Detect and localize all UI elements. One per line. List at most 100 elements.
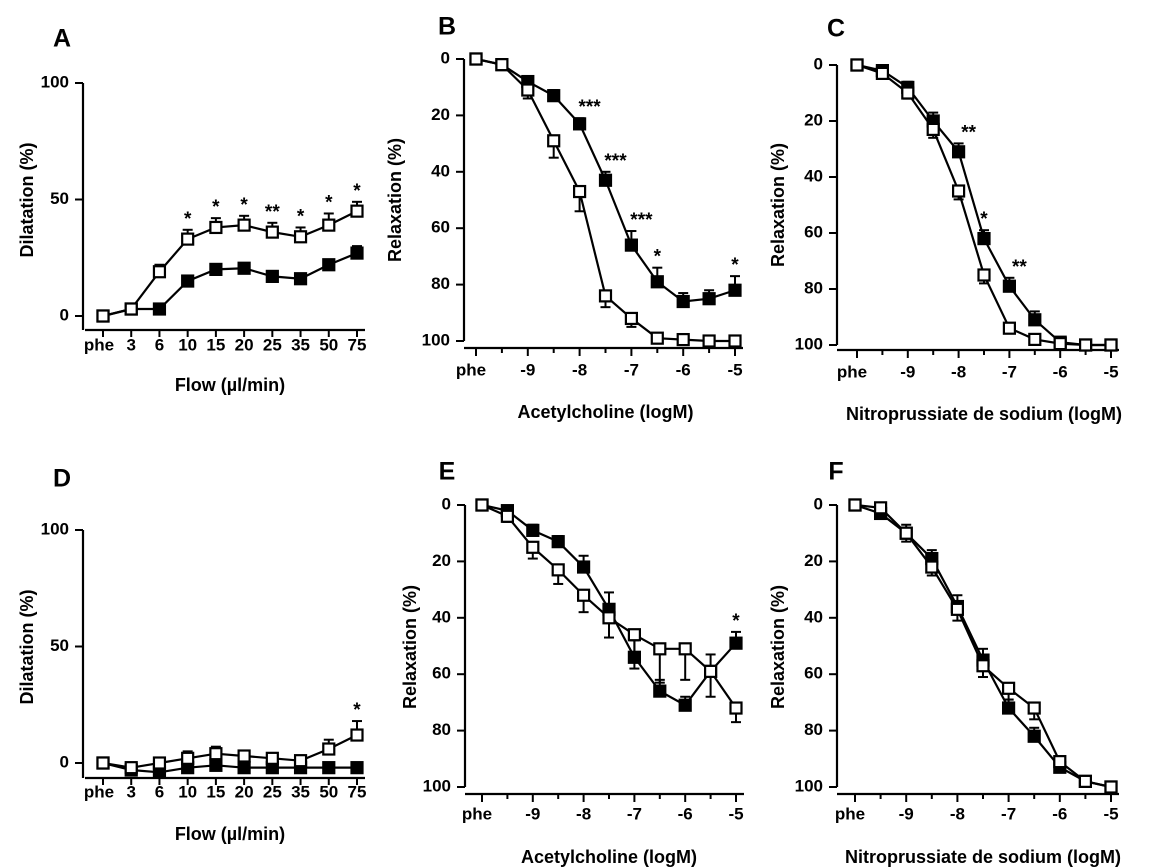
y-tick-label: 40 (804, 166, 823, 185)
y-tick-label: 20 (804, 110, 823, 129)
significance-marker: *** (630, 210, 653, 231)
panel-letter-f: F (828, 458, 843, 486)
open-square-marker (873, 501, 888, 515)
open-square-marker (124, 761, 138, 775)
x-tick-label: 25 (263, 335, 282, 354)
open-square-marker (728, 334, 742, 348)
significance-marker: ** (265, 202, 280, 223)
y-axis-title: Relaxation (%) (768, 585, 788, 709)
filled-square-marker (265, 269, 279, 283)
filled-square-marker (1028, 313, 1042, 327)
x-tick-label: 35 (291, 335, 310, 354)
open-square-marker (322, 742, 336, 756)
x-tick-label: 25 (263, 782, 282, 801)
x-tick-label: -6 (678, 804, 693, 823)
y-tick-label: 100 (795, 776, 823, 795)
y-tick-label: 40 (432, 607, 451, 626)
panel-b: B 0 20 40 60 80 100 phe -9 -8 -7 -6 -5 Acetylcholine … (385, 13, 743, 422)
y-tick-label: 100 (41, 72, 69, 91)
filled-square-marker (152, 302, 167, 316)
x-tick-label: 20 (235, 335, 254, 354)
open-square-marker (678, 642, 692, 656)
significance-marker: * (731, 255, 739, 276)
significance-marker: * (980, 209, 988, 230)
filled-square-marker (209, 758, 223, 772)
open-square-marker (702, 334, 716, 348)
y-tick-label: 80 (431, 274, 450, 293)
filled-square-marker (1027, 729, 1041, 743)
y-tick-label: 60 (431, 218, 450, 237)
panel-f: F0 20 40 60 80 100 phe -9 -8 -7 -6 -5 Nitroprussiate… (768, 458, 1121, 867)
x-tick-label: 3 (126, 335, 135, 354)
panel-e: E 0 20 40 60 80 100 phe -9 -8 -7 -6 -5 Acetylcholine … (400, 458, 744, 867)
y-tick-label: 0 (441, 48, 450, 67)
x-tick-label: 15 (206, 335, 225, 354)
filled-square-marker (181, 274, 195, 288)
open-square-marker (899, 526, 913, 540)
open-square-marker (950, 602, 965, 616)
y-tick-label: 40 (804, 607, 823, 626)
significance-marker: * (240, 195, 248, 216)
series-line-filled (854, 503, 1112, 789)
filled-square-marker (526, 523, 540, 537)
y-tick-label: 0 (814, 54, 823, 73)
filled-square-marker (572, 117, 587, 131)
open-square-marker (1078, 338, 1093, 352)
open-square-marker (469, 52, 483, 66)
filled-square-marker (702, 292, 716, 306)
x-axis-title: Acetylcholine (logM) (521, 847, 697, 867)
y-tick-label: 40 (431, 161, 450, 180)
x-tick-label: -9 (899, 804, 914, 823)
y-tick-label: 0 (60, 305, 69, 324)
open-square-marker (576, 588, 591, 602)
x-tick-label: -9 (900, 362, 915, 381)
open-square-marker (650, 331, 664, 345)
series-line-open (102, 734, 358, 769)
filled-square-marker (624, 238, 639, 252)
open-square-marker (624, 311, 639, 326)
filled-square-marker (350, 761, 364, 775)
x-tick-label: 75 (348, 335, 367, 354)
filled-square-marker (209, 262, 223, 276)
x-tick-label: 35 (291, 782, 310, 801)
x-tick-label: -9 (520, 360, 535, 379)
x-tick-label: phe (84, 782, 114, 801)
x-tick-label: -8 (576, 804, 591, 823)
open-square-marker (976, 659, 990, 673)
y-axis-title: Relaxation (%) (768, 143, 788, 267)
open-square-marker (521, 83, 535, 97)
open-square-marker (181, 232, 195, 246)
x-tick-label: -5 (728, 804, 743, 823)
open-square-marker (181, 751, 195, 765)
y-axis-title: Relaxation (%) (400, 585, 420, 709)
y-tick-label: 50 (50, 189, 69, 208)
x-tick-label: -7 (624, 360, 639, 379)
panel-letter-c: C (827, 15, 845, 43)
x-tick-label: 3 (126, 782, 135, 801)
open-square-marker (350, 204, 364, 218)
x-tick-label: -7 (1001, 804, 1016, 823)
open-square-marker (1002, 321, 1017, 335)
x-tick-label: -6 (676, 360, 691, 379)
y-tick-label: 0 (442, 494, 451, 513)
open-square-marker (926, 122, 940, 137)
filled-square-marker (576, 560, 591, 574)
open-square-marker (848, 498, 862, 512)
x-axis-title: Nitroprussiate de sodium (logM) (846, 404, 1122, 424)
filled-square-marker (977, 232, 991, 246)
filled-square-marker (551, 535, 565, 549)
x-tick-label: -5 (1103, 362, 1118, 381)
x-tick-label: -8 (572, 360, 587, 379)
x-axis-title: Flow (µl/min) (175, 375, 285, 395)
x-tick-label: 10 (178, 335, 197, 354)
y-tick-label: 80 (804, 720, 823, 739)
open-square-marker (627, 628, 642, 642)
open-square-marker (475, 498, 489, 512)
open-square-marker (209, 747, 223, 761)
open-square-marker (526, 540, 540, 554)
y-tick-label: 80 (432, 720, 451, 739)
open-square-marker (1028, 332, 1042, 346)
significance-marker: ** (1012, 257, 1027, 278)
open-square-marker (901, 86, 915, 100)
significance-marker: * (297, 206, 305, 227)
